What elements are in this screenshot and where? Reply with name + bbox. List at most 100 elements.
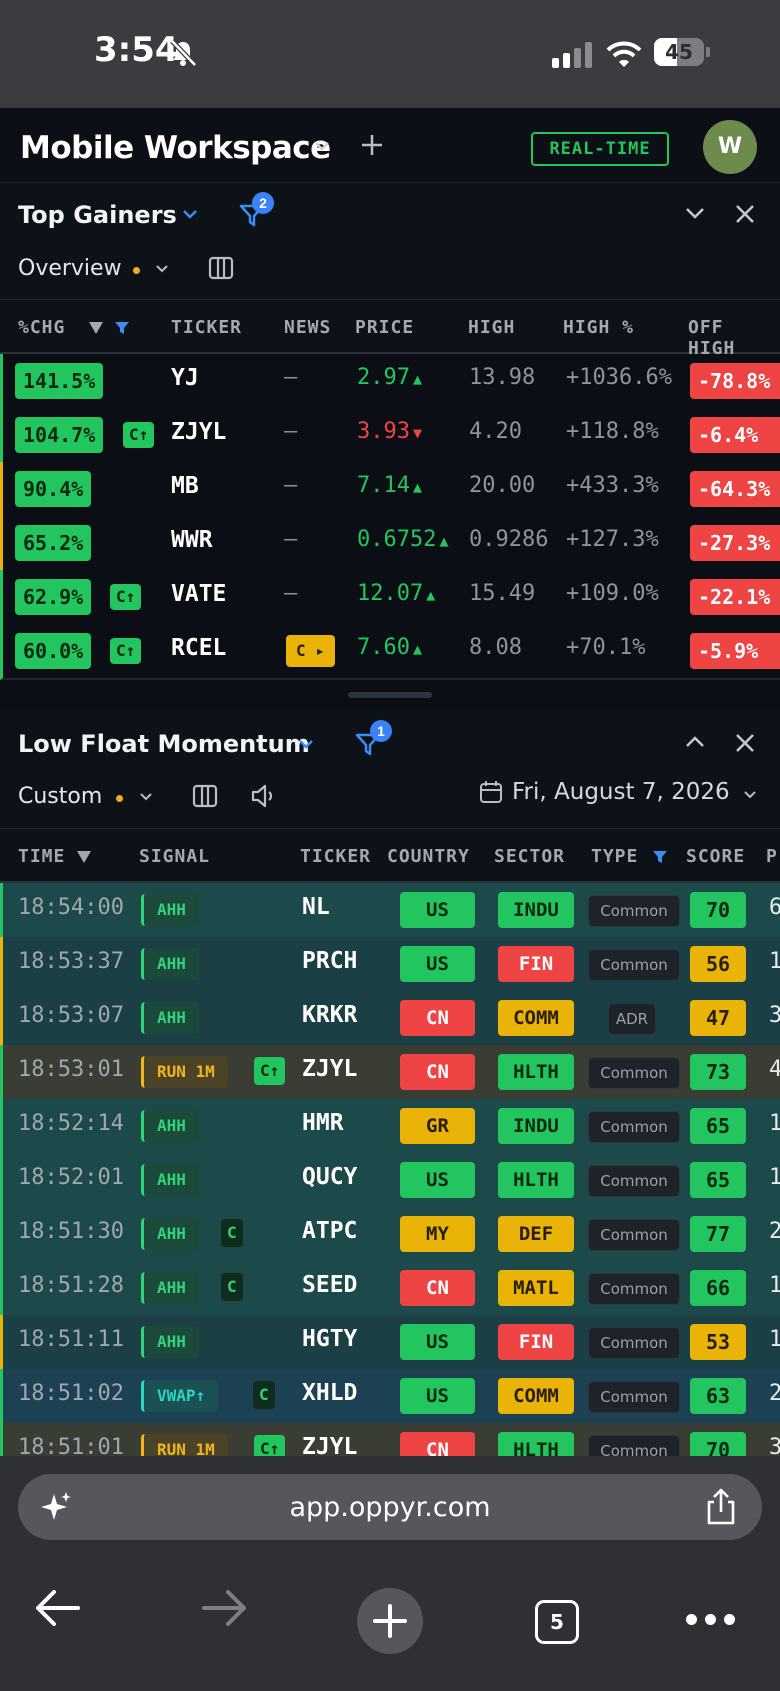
table-row[interactable]: 18:54:00 AHH NL US INDU Common 70 6 — [0, 883, 780, 939]
columns-icon[interactable] — [192, 784, 218, 808]
ticker[interactable]: KRKR — [302, 1002, 358, 1028]
col-sector[interactable]: SECTOR — [494, 846, 566, 867]
col-country[interactable]: COUNTRY — [387, 846, 470, 867]
resize-handle[interactable] — [348, 692, 432, 698]
add-workspace-icon[interactable] — [360, 133, 384, 157]
ticker[interactable]: PRCH — [302, 948, 358, 974]
close-icon[interactable] — [734, 732, 756, 754]
collapse-chevron-icon[interactable] — [684, 205, 706, 221]
table-row[interactable]: 18:51:11 AHH HGTY US FIN Common 53 1 — [0, 1315, 780, 1371]
ticker[interactable]: HGTY — [302, 1326, 358, 1352]
col-price[interactable]: PRICE — [355, 317, 415, 338]
signal-badge[interactable]: AHH — [141, 1326, 199, 1358]
col-high[interactable]: HIGH — [468, 317, 516, 338]
calendar-icon[interactable] — [479, 780, 503, 804]
col-ticker[interactable]: TICKER — [300, 846, 372, 867]
chevron-down-icon[interactable] — [298, 738, 314, 750]
col-score[interactable]: SCORE — [686, 846, 746, 867]
url-text[interactable]: app.oppyr.com — [289, 1492, 491, 1523]
sort-desc-icon[interactable] — [76, 850, 92, 864]
table-row[interactable]: 18:53:01 RUN 1M C↑ ZJYL CN HLTH Common 73 4 — [0, 1045, 780, 1101]
table-row[interactable]: 62.9% C↑ VATE — 12.07 ▲ 15.49 +109.0% -22.1% — [0, 570, 780, 626]
table-row[interactable]: 90.4% MB — 7.14 ▲ 20.00 +433.3% -64.3% — [0, 462, 780, 518]
chevron-down-icon[interactable] — [314, 140, 330, 152]
col-news[interactable]: NEWS — [284, 317, 332, 338]
view-selector[interactable]: Overview — [18, 256, 122, 281]
chevron-down-icon[interactable] — [139, 792, 153, 802]
col-p[interactable]: P — [766, 846, 778, 867]
signal-badge[interactable]: RUN 1M — [141, 1056, 228, 1088]
signal-badge[interactable]: AHH — [141, 948, 199, 980]
ticker[interactable]: RCEL — [171, 635, 227, 661]
ticker[interactable]: VATE — [171, 581, 227, 607]
col-ticker[interactable]: TICKER — [171, 317, 243, 338]
signal-badge[interactable]: RUN 1M — [141, 1434, 228, 1456]
close-icon[interactable] — [734, 203, 756, 225]
forward-arrow-icon[interactable] — [202, 1588, 248, 1628]
col-type[interactable]: TYPE — [591, 846, 639, 867]
table-row[interactable]: 60.0% C↑ RCEL C ▸ 7.60 ▲ 8.08 +70.1% -5.9% — [0, 624, 780, 680]
expand-chevron-icon[interactable] — [684, 734, 706, 750]
sort-desc-icon[interactable] — [88, 321, 104, 335]
table-row[interactable]: 104.7% C↑ ZJYL — 3.93 ▼ 4.20 +118.8% -6.4% — [0, 408, 780, 464]
table-row[interactable]: 18:53:37 AHH PRCH US FIN Common 56 1 — [0, 937, 780, 993]
sparkle-icon[interactable] — [38, 1490, 74, 1526]
signal-badge[interactable]: AHH — [141, 1110, 199, 1142]
signal-badge[interactable]: VWAP↑ — [141, 1380, 219, 1412]
table-row[interactable]: 18:51:28 AHH C SEED CN MATL Common 66 1 — [0, 1261, 780, 1317]
time: 18:51:01 — [18, 1435, 124, 1458]
ticker[interactable]: ATPC — [302, 1218, 358, 1244]
col-chg[interactable]: %CHG — [18, 317, 66, 338]
table-row[interactable]: 18:52:01 AHH QUCY US HLTH Common 65 1 — [0, 1153, 780, 1209]
url-field[interactable]: app.oppyr.com — [18, 1474, 762, 1540]
ticker[interactable]: SEED — [302, 1272, 358, 1298]
ticker[interactable]: YJ — [171, 365, 199, 391]
panel-title[interactable]: Top Gainers — [18, 201, 177, 229]
back-arrow-icon[interactable] — [34, 1588, 80, 1628]
date-picker[interactable]: Fri, August 7, 2026 — [512, 779, 730, 805]
view-selector[interactable]: Custom — [18, 784, 103, 809]
ticker[interactable]: ZJYL — [302, 1434, 358, 1458]
chevron-down-icon[interactable] — [743, 790, 757, 800]
more-icon[interactable] — [686, 1614, 736, 1626]
ticker[interactable]: ZJYL — [171, 419, 227, 445]
table-row[interactable]: 18:51:30 AHH C ATPC MY DEF Common 77 2 — [0, 1207, 780, 1263]
chevron-down-icon[interactable] — [182, 208, 198, 220]
signal-badge[interactable]: AHH — [141, 1002, 199, 1034]
table-row[interactable]: 18:53:07 AHH KRKR CN COMM ADR 47 3 — [0, 991, 780, 1047]
col-signal[interactable]: SIGNAL — [139, 846, 211, 867]
workspace-title[interactable]: Mobile Workspace — [20, 130, 331, 166]
tab-count-button[interactable]: 5 — [535, 1600, 579, 1644]
score-badge: 73 — [690, 1054, 746, 1090]
off-high-badge: -78.8% — [690, 363, 780, 399]
chevron-down-icon[interactable] — [155, 264, 169, 274]
share-icon[interactable] — [704, 1488, 738, 1526]
avatar[interactable]: W — [703, 120, 757, 174]
table-row[interactable]: 18:52:14 AHH HMR GR INDU Common 65 1 — [0, 1099, 780, 1155]
col-off-high[interactable]: OFF HIGH — [688, 317, 736, 359]
ticker[interactable]: NL — [302, 894, 330, 920]
signal-badge[interactable]: AHH — [141, 1164, 199, 1196]
table-row[interactable]: 18:51:02 VWAP↑ C XHLD US COMM Common 63 2 — [0, 1369, 780, 1425]
signal-badge[interactable]: AHH — [141, 1272, 199, 1304]
col-time[interactable]: TIME — [18, 846, 66, 867]
table-row[interactable]: 18:51:01 RUN 1M C↑ ZJYL CN HLTH Common 70 3 — [0, 1423, 780, 1458]
ticker[interactable]: WWR — [171, 527, 213, 553]
ticker[interactable]: ZJYL — [302, 1056, 358, 1082]
filter-icon[interactable] — [652, 850, 668, 864]
panel-title[interactable]: Low Float Momentum — [18, 730, 310, 758]
col-high-pct[interactable]: HIGH % — [563, 317, 635, 338]
ticker[interactable]: QUCY — [302, 1164, 358, 1190]
columns-icon[interactable] — [208, 256, 234, 280]
table-row[interactable]: 65.2% WWR — 0.6752 ▲ 0.9286 +127.3% -27.3% — [0, 516, 780, 572]
new-tab-button[interactable] — [357, 1588, 423, 1654]
ticker[interactable]: XHLD — [302, 1380, 358, 1406]
speaker-icon[interactable] — [250, 784, 278, 808]
filter-icon[interactable] — [114, 321, 130, 335]
news-badge[interactable]: C ▸ — [286, 635, 335, 667]
ticker[interactable]: HMR — [302, 1110, 344, 1136]
signal-badge[interactable]: AHH — [141, 1218, 199, 1250]
ticker[interactable]: MB — [171, 473, 199, 499]
table-row[interactable]: 141.5% YJ — 2.97 ▲ 13.98 +1036.6% -78.8% — [0, 354, 780, 410]
signal-badge[interactable]: AHH — [141, 894, 199, 926]
